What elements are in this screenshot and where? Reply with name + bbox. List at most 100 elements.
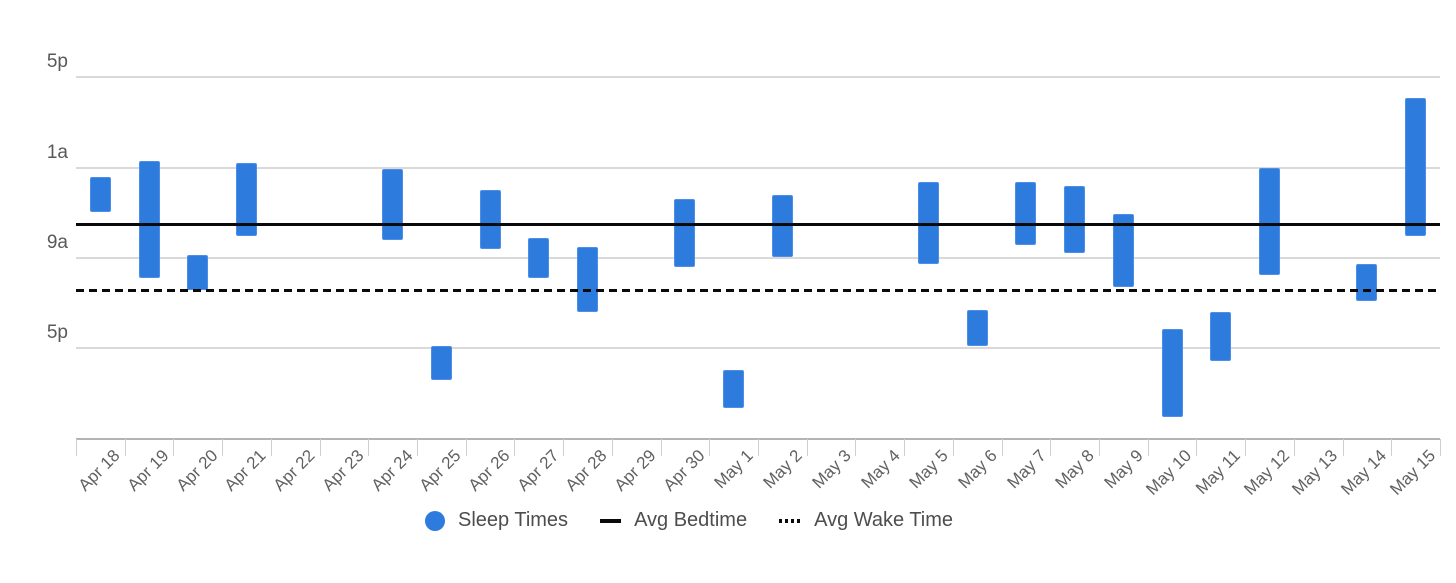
sleep-bar-apr-21[interactable] xyxy=(236,163,257,237)
x-axis-tick xyxy=(563,438,565,456)
x-axis-tick xyxy=(1440,438,1441,456)
x-axis-tick xyxy=(709,438,711,456)
x-axis-label: Apr 22 xyxy=(269,446,319,495)
x-axis-tick xyxy=(660,438,662,456)
y-gridline xyxy=(76,76,1440,79)
x-axis-tick xyxy=(222,438,224,456)
x-axis-tick xyxy=(270,438,272,456)
y-axis-label: 1a xyxy=(46,141,68,163)
sleep-bar-may-7[interactable] xyxy=(1015,182,1037,246)
y-axis-label: 5p xyxy=(46,322,68,344)
x-axis-label: May 7 xyxy=(1003,446,1050,493)
x-axis-tick xyxy=(855,438,857,456)
sleep-bar-apr-28[interactable] xyxy=(577,246,598,313)
x-axis-label: Apr 20 xyxy=(172,446,222,495)
x-axis-tick xyxy=(368,438,370,456)
x-axis-label: May 3 xyxy=(808,446,855,493)
y-gridline xyxy=(76,166,1440,169)
sleep-bar-may-1[interactable] xyxy=(723,369,745,409)
legend-label: Avg Bedtime xyxy=(634,509,748,531)
sleep-bar-may-2[interactable] xyxy=(771,194,793,257)
x-axis-label: Apr 26 xyxy=(464,446,514,495)
avg-wake-time-dotted-line-icon xyxy=(779,518,802,523)
avg-wake-time-line xyxy=(76,289,1440,293)
legend: Sleep Times Avg Bedtime Avg Wake Time xyxy=(425,509,953,532)
x-axis-tick xyxy=(1293,438,1295,456)
sleep-bar-may-15[interactable] xyxy=(1405,97,1427,237)
x-axis-label: May 5 xyxy=(905,446,952,493)
x-axis-tick xyxy=(1147,438,1149,456)
x-axis-tick xyxy=(1050,438,1052,456)
sleep-bar-may-6[interactable] xyxy=(966,309,988,346)
x-axis-tick xyxy=(124,438,126,456)
avg-bedtime-solid-line-icon xyxy=(600,518,622,523)
x-axis-label: Apr 25 xyxy=(415,446,465,495)
x-axis-tick xyxy=(1196,438,1198,456)
x-axis-label: May 13 xyxy=(1288,446,1342,499)
x-axis-label: May 10 xyxy=(1142,446,1196,499)
x-axis-label: Apr 24 xyxy=(367,446,417,495)
x-axis-label: Apr 27 xyxy=(513,446,563,495)
x-axis-label: May 9 xyxy=(1100,446,1147,493)
x-axis-tick xyxy=(904,438,906,456)
y-gridline xyxy=(76,347,1440,350)
x-axis-tick xyxy=(1099,438,1100,456)
x-axis-label: May 2 xyxy=(759,446,806,493)
x-axis-label: Apr 23 xyxy=(318,446,368,495)
x-axis-label: May 12 xyxy=(1240,446,1293,499)
x-axis-tick xyxy=(806,438,808,456)
x-axis-tick xyxy=(76,438,77,456)
x-axis-label: Apr 30 xyxy=(659,446,709,495)
legend-item-avg-bedtime[interactable]: Avg Bedtime xyxy=(600,509,747,532)
x-axis-label: May 4 xyxy=(857,446,904,493)
x-axis-label: May 11 xyxy=(1192,446,1245,498)
x-axis-tick xyxy=(611,438,613,456)
x-axis-tick xyxy=(173,438,175,456)
x-axis-label: Apr 21 xyxy=(221,446,270,495)
sleep-bar-may-12[interactable] xyxy=(1259,167,1280,275)
sleep-bar-apr-20[interactable] xyxy=(187,254,209,290)
x-axis-tick xyxy=(1001,438,1003,456)
y-gridline xyxy=(76,256,1440,259)
sleep-bar-may-9[interactable] xyxy=(1112,213,1134,288)
y-axis-label: 5p xyxy=(46,51,68,73)
sleep-bar-may-8[interactable] xyxy=(1064,185,1086,254)
legend-label: Sleep Times xyxy=(458,509,569,531)
x-axis-label: Apr 18 xyxy=(74,446,124,495)
x-axis-tick xyxy=(465,438,467,456)
x-axis-label: Apr 19 xyxy=(123,446,173,495)
sleep-bar-may-14[interactable] xyxy=(1356,263,1378,301)
x-axis-tick xyxy=(1391,438,1393,456)
legend-label: Avg Wake Time xyxy=(814,509,954,531)
sleep-bar-may-11[interactable] xyxy=(1210,312,1232,361)
legend-item-sleep-times[interactable]: Sleep Times xyxy=(425,509,568,532)
x-axis-tick xyxy=(417,438,418,456)
sleep-bar-apr-19[interactable] xyxy=(138,160,160,279)
sleep-times-circle-icon xyxy=(425,510,445,531)
sleep-bar-apr-18[interactable] xyxy=(89,176,111,212)
x-axis-tick xyxy=(319,438,321,456)
x-axis-tick xyxy=(514,438,516,456)
sleep-bar-apr-25[interactable] xyxy=(430,346,452,380)
x-axis-label: May 8 xyxy=(1051,446,1099,493)
legend-item-avg-wake-time[interactable]: Avg Wake Time xyxy=(779,509,953,532)
avg-bedtime-line xyxy=(76,222,1440,226)
y-axis-label: 9a xyxy=(46,231,68,253)
x-axis-label: Apr 28 xyxy=(562,446,611,495)
x-axis-label: May 6 xyxy=(954,446,1001,493)
sleep-bar-apr-26[interactable] xyxy=(479,190,501,249)
sleep-bar-may-10[interactable] xyxy=(1161,329,1183,418)
sleep-bar-apr-27[interactable] xyxy=(528,237,550,279)
sleep-bar-apr-24[interactable] xyxy=(382,168,404,240)
x-axis-tick xyxy=(1245,438,1247,456)
x-axis-tick xyxy=(1342,438,1344,456)
x-axis-label: Apr 29 xyxy=(610,446,660,495)
x-axis-tick xyxy=(758,438,759,456)
x-axis-label: May 15 xyxy=(1386,446,1440,499)
x-axis-label: May 14 xyxy=(1337,446,1391,499)
x-axis-label: May 1 xyxy=(710,446,758,493)
sleep-bar-apr-30[interactable] xyxy=(674,199,696,268)
x-axis-tick xyxy=(952,438,954,456)
